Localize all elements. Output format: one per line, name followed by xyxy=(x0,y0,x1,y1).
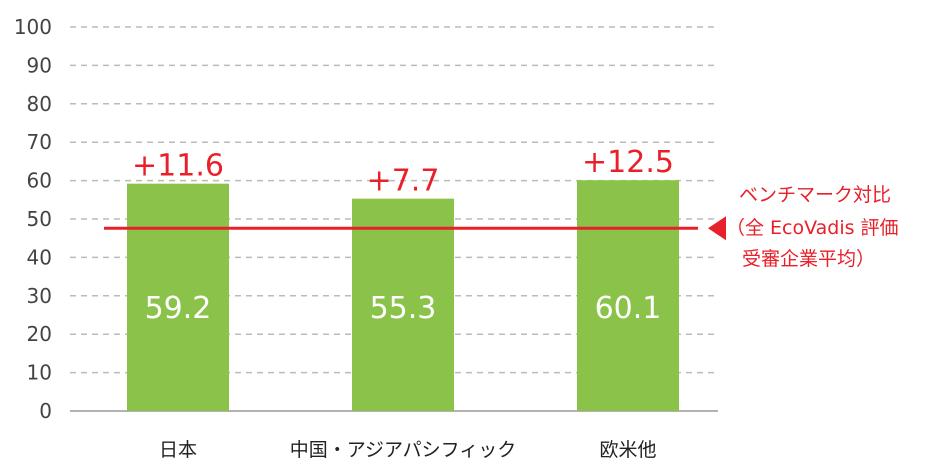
delta-label: +11.6 xyxy=(132,149,224,184)
x-axis-categories: 日本 中国・アジアパシフィック 欧米他 xyxy=(159,439,657,461)
y-tick-label: 100 xyxy=(14,15,52,39)
y-tick-label: 80 xyxy=(27,92,52,116)
y-tick-label: 70 xyxy=(27,130,52,154)
y-tick-label: 20 xyxy=(27,322,52,346)
category-label: 欧米他 xyxy=(599,439,656,461)
y-tick-label: 90 xyxy=(27,53,52,77)
delta-label: +12.5 xyxy=(582,145,674,180)
category-label: 日本 xyxy=(159,439,197,461)
bar xyxy=(352,198,454,411)
bar xyxy=(127,183,229,411)
bars xyxy=(127,180,679,411)
bar-value-label: 60.1 xyxy=(595,291,662,326)
benchmark-label-line: 受審企業平均） xyxy=(742,248,875,270)
y-tick-label: 50 xyxy=(27,207,52,231)
y-tick-label: 60 xyxy=(27,169,52,193)
bar-value-label: 59.2 xyxy=(145,291,212,326)
bar xyxy=(577,180,679,411)
bar-value-label: 55.3 xyxy=(370,291,437,326)
bar-labels: 59.2 +11.6 55.3 +7.7 60.1 +12.5 xyxy=(132,145,674,326)
category-label: 中国・アジアパシフィック xyxy=(290,439,516,461)
y-tick-label: 40 xyxy=(27,245,52,269)
benchmark-pointer-icon xyxy=(708,216,726,241)
benchmark-label-line: ベンチマーク対比 xyxy=(739,184,891,206)
benchmark-label-line: （全 EcoVadis 評価 xyxy=(726,217,899,239)
y-tick-label: 30 xyxy=(27,284,52,308)
y-axis-ticks: 0 10 20 30 40 50 60 70 80 90 100 xyxy=(14,15,52,423)
y-tick-label: 10 xyxy=(27,361,52,385)
delta-label: +7.7 xyxy=(367,164,440,199)
y-tick-label: 0 xyxy=(39,399,52,423)
